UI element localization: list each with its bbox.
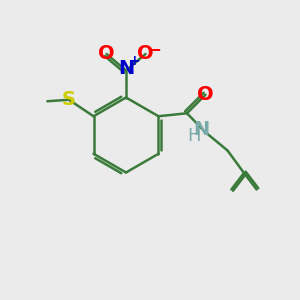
Text: N: N <box>118 59 134 79</box>
Text: H: H <box>187 127 200 146</box>
Text: O: O <box>137 44 154 64</box>
Text: +: + <box>129 54 140 68</box>
Text: O: O <box>197 85 214 104</box>
Text: N: N <box>193 120 209 139</box>
Text: S: S <box>62 90 76 109</box>
Text: O: O <box>98 44 115 64</box>
Text: −: − <box>147 40 161 58</box>
